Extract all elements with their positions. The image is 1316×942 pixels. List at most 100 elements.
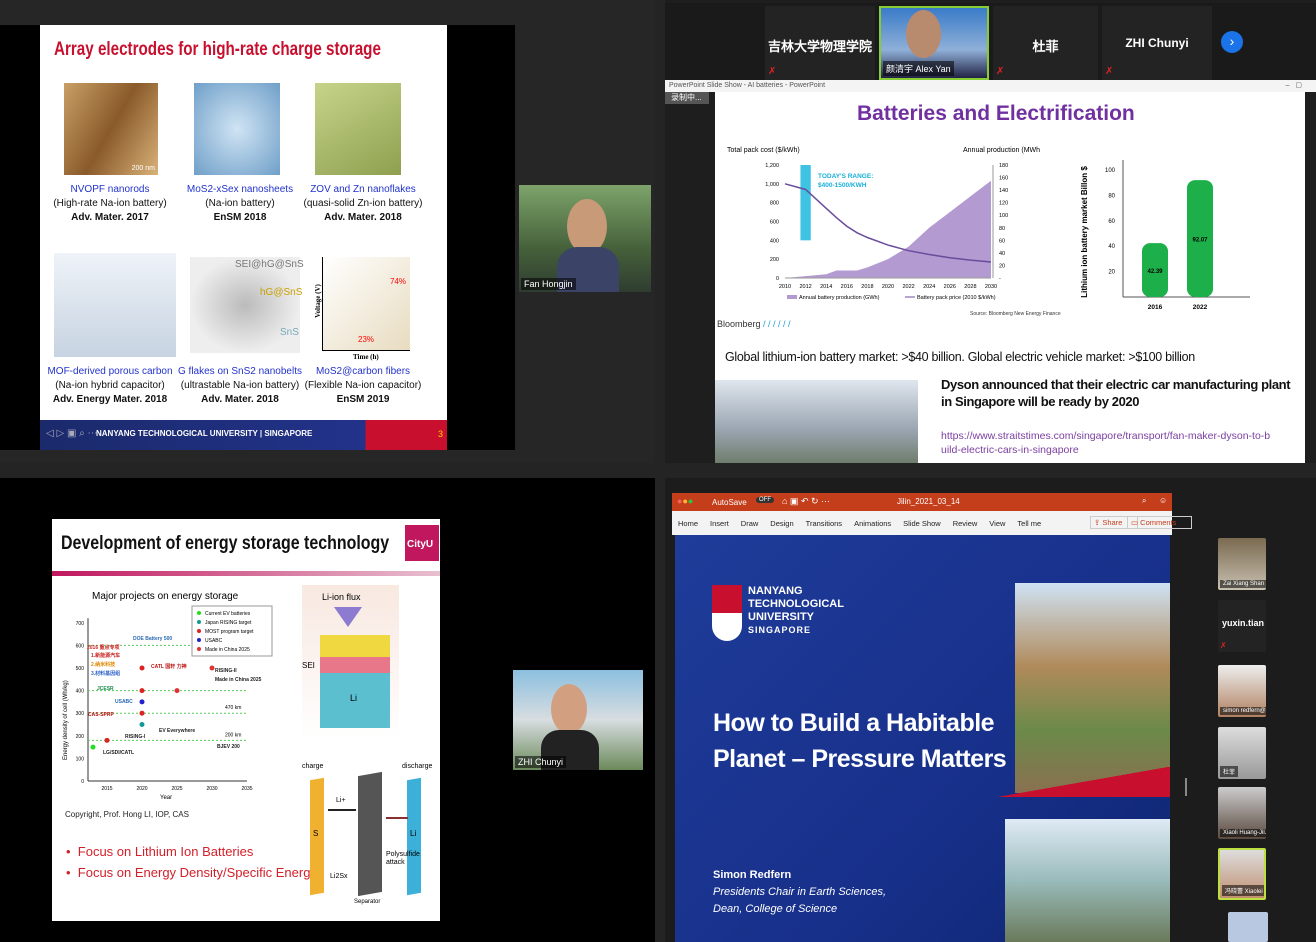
x-tick-label: 2020 xyxy=(136,786,147,792)
y-tick-label: 200 xyxy=(770,257,779,263)
participant-tile[interactable]: ZHI Chunyi ✗ xyxy=(1102,6,1212,80)
legend-label: MOST program target xyxy=(205,629,254,635)
nanoflakes-image xyxy=(315,83,401,175)
menu-item[interactable]: Draw xyxy=(740,519,759,528)
y-tick-label: 1,200 xyxy=(765,163,779,169)
li-sei-diagram: Li-ion flux SEI Li xyxy=(302,585,399,740)
x-tick-label: 2016 xyxy=(1148,304,1163,311)
window-traffic-lights[interactable]: ●●● xyxy=(677,496,694,506)
voltage-plot-image: Voltage (V) 74% 23% Time (h) xyxy=(314,257,410,361)
legend-label: Annual battery production (GWh) xyxy=(799,295,880,301)
y-tick-label: 100 xyxy=(1105,168,1116,174)
gallery-participant-tile[interactable]: 冯晓蕾 Xiaolei xyxy=(1218,848,1266,900)
bar xyxy=(1142,243,1168,297)
bullet-item: • Focus on Energy Density/Specific Energ… xyxy=(66,865,317,880)
y-tick-label: 0 xyxy=(81,779,84,785)
x-tick-label: 2018 xyxy=(861,284,873,290)
research-caption: MoS2-xSex nanosheets (Na-ion battery) EnSM… xyxy=(186,184,294,223)
gallery-participant-tile[interactable] xyxy=(1228,912,1268,942)
snS2-nanobelt-image: SEI@hG@SnS hG@SnS SnS xyxy=(190,257,304,353)
y2-tick-label: 60 xyxy=(999,238,1005,244)
chart-annotation: 1.新能源汽车 xyxy=(91,652,120,659)
legend-label: Made in China 2025 xyxy=(205,647,250,653)
y2-tick-label: 80 xyxy=(999,226,1005,232)
x-axis-label: Year xyxy=(160,795,172,801)
building-photo xyxy=(1015,583,1170,793)
chart-annotation: USABC xyxy=(115,699,133,705)
market-bar-chart: 20 40 60 80 100 Lithium ion battery market Bi… xyxy=(1080,160,1250,311)
autosave-toggle[interactable]: OFF xyxy=(756,497,774,503)
legend-box xyxy=(191,605,273,657)
y-axis-label: Voltage (V) xyxy=(313,284,322,318)
y-tick-label: 100 xyxy=(76,756,85,762)
participant-tile-active[interactable]: 颜清宇 Alex Yan xyxy=(879,6,989,80)
bar xyxy=(1187,180,1213,297)
gallery-participant-tile[interactable]: Xiaoli Huang-Jil... xyxy=(1218,787,1266,839)
muted-icon: ✗ xyxy=(996,66,1005,77)
factory-image xyxy=(715,380,918,463)
y2-tick-label: 180 xyxy=(999,163,1008,169)
research-caption: MOF-derived porous carbon (Na-ion hybrid … xyxy=(47,366,173,405)
slide-nav-controls[interactable]: ◁ ▷ ▣ ⌕ ⋯ xyxy=(46,428,98,439)
x-tick-label: 2012 xyxy=(799,284,811,290)
video-tile-fan-hongjin[interactable]: Fan Hongjin xyxy=(519,185,651,292)
y-tick-label: 500 xyxy=(76,666,85,672)
series-line-price xyxy=(784,183,992,263)
comments-button[interactable]: ▭ Comments xyxy=(1127,516,1193,529)
gallery-participant-tile[interactable]: yuxin.tian ✗ xyxy=(1218,600,1266,652)
window-controls[interactable]: – ▢ xyxy=(1285,82,1302,89)
search-icon[interactable]: ⌕ xyxy=(1142,496,1147,505)
data-point xyxy=(139,699,145,705)
legend-marker xyxy=(197,629,201,633)
menu-item[interactable]: Review xyxy=(952,519,978,528)
gallery-scrollbar[interactable] xyxy=(1185,778,1187,796)
y-axis-label: Energy density of cell (Wh/kg) xyxy=(63,680,69,760)
y2-tick-label: 40 xyxy=(999,251,1005,257)
participant-name: Fan Hongjin xyxy=(521,278,576,290)
data-point xyxy=(90,744,96,750)
slide-energy-storage: Development of energy storage technology… xyxy=(52,519,440,921)
x-axis-label: Time (h) xyxy=(353,353,379,361)
share-button[interactable]: ⇪ Share xyxy=(1090,516,1139,529)
gallery-participant-tile[interactable]: 杜菲 xyxy=(1218,727,1266,779)
legend-marker xyxy=(197,647,201,651)
energy-density-chart: Major projects on energy storage 0 100 200 3… xyxy=(63,591,273,801)
menu-item[interactable]: Slide Show xyxy=(903,519,941,528)
x-tick-label: 2020 xyxy=(882,284,894,290)
annotation: $400-1500/KWH xyxy=(818,182,867,189)
legend-label: Battery pack price (2010 $/kWh) xyxy=(917,295,996,301)
speaker-name: Simon Redfern xyxy=(713,869,792,881)
research-caption: G flakes on SnS2 nanobelts (ultrastable N… xyxy=(178,366,302,405)
gallery-participant-tile[interactable]: Zai Xiang Shan xyxy=(1218,538,1266,590)
menu-item[interactable]: View xyxy=(989,519,1006,528)
menu-item[interactable]: Home xyxy=(678,519,699,528)
participant-tile[interactable]: 杜菲 ✗ xyxy=(993,6,1098,80)
slide-title: Development of energy storage technology xyxy=(61,533,390,554)
menu-item[interactable]: Tell me xyxy=(1017,519,1042,528)
y-tick-label: 300 xyxy=(76,711,85,717)
toolbar-icons[interactable]: ⌂ ▣ ↶ ↻ ⋯ xyxy=(782,496,831,506)
article-link[interactable]: https://www.straitstimes.com/singapore/t… xyxy=(941,430,1271,456)
video-tile-zhi-chunyi[interactable]: ZHI Chunyi xyxy=(513,670,643,770)
participant-tile[interactable]: 吉林大学物理学院 ✗ xyxy=(765,6,875,80)
bullet-list: • Focus on Lithium Ion Batteries • Focus… xyxy=(66,841,317,883)
y-tick-label: 200 xyxy=(76,734,85,740)
menu-item[interactable]: Animations xyxy=(854,519,892,528)
menu-item[interactable]: Insert xyxy=(710,519,729,528)
y-tick-label: 800 xyxy=(770,201,779,207)
legend-label: USABC xyxy=(205,638,223,644)
x-tick-label: 2022 xyxy=(902,284,914,290)
data-point xyxy=(139,710,145,716)
bar-value-label: 92.07 xyxy=(1192,238,1208,244)
account-icon[interactable]: ☺ xyxy=(1159,496,1168,505)
gallery-participant-tile[interactable]: simon redfern@... xyxy=(1218,665,1266,717)
mof-carbon-image xyxy=(54,253,176,357)
menu-item[interactable]: Transitions xyxy=(805,519,843,528)
x-tick-label: 2030 xyxy=(206,786,217,792)
x-tick-label: 2022 xyxy=(1193,304,1208,311)
next-page-button[interactable]: › xyxy=(1221,31,1243,53)
chart-annotation: RISING-I xyxy=(125,734,146,740)
menu-item[interactable]: Design xyxy=(770,519,794,528)
slide-ntu-title: NANYANG TECHNOLOGICAL UNIVERSITY SINGAPORE … xyxy=(675,535,1170,942)
data-point xyxy=(139,665,145,671)
